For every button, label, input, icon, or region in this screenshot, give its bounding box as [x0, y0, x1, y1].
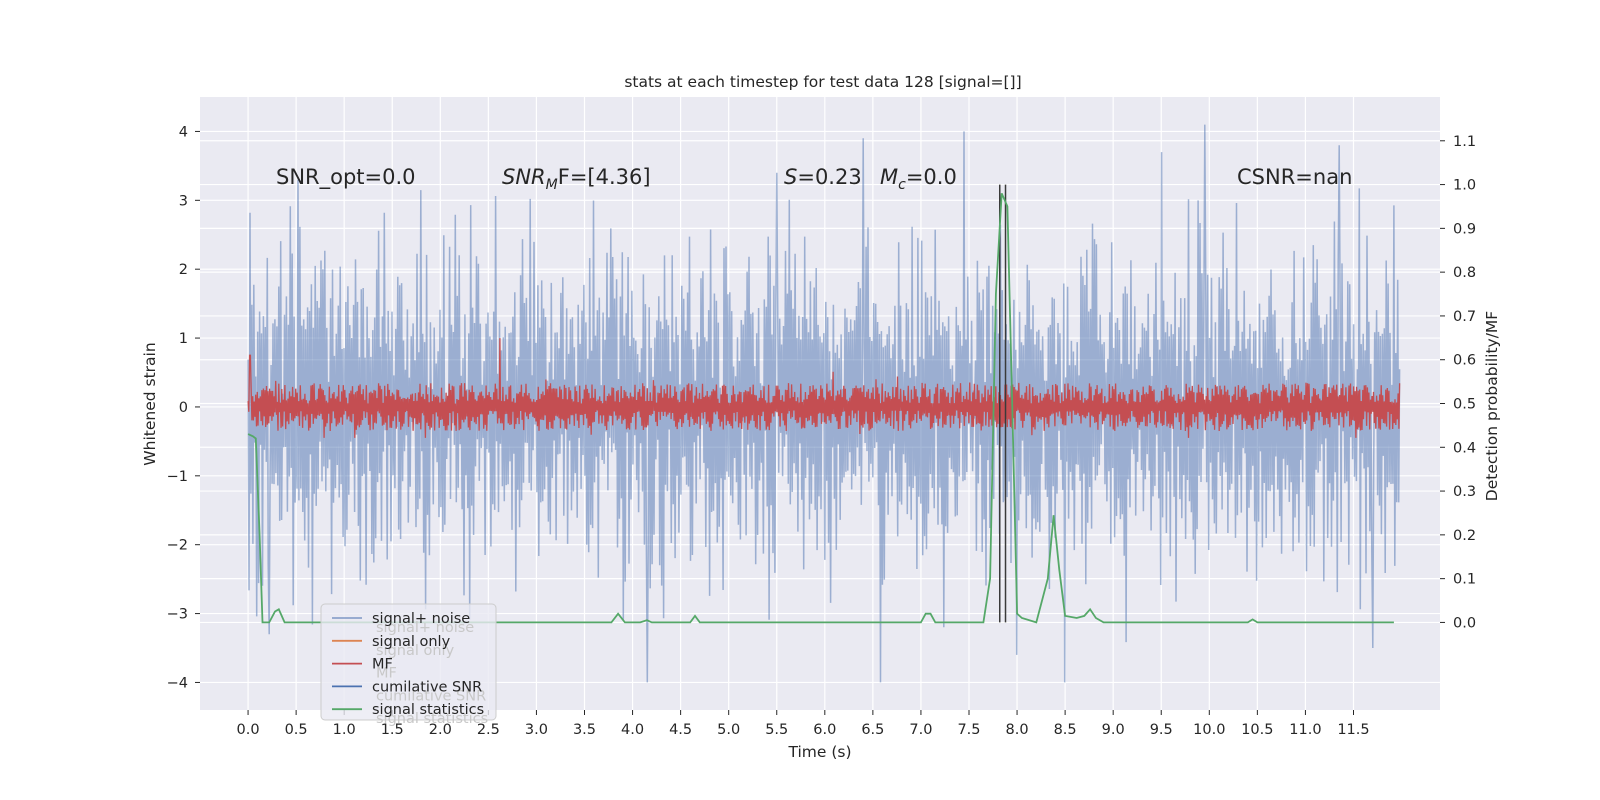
- annotation-snr-mf-sub: M: [546, 177, 558, 193]
- x-tick-label: 5.5: [765, 722, 788, 738]
- legend-label: signal only: [372, 634, 451, 650]
- x-tick-label: 2.0: [429, 722, 452, 738]
- y-tick-label: 2: [179, 262, 188, 278]
- y2-tick-label: 0.5: [1453, 397, 1476, 413]
- x-axis-ticks: 0.0 0.5 1.0 1.5 2.0 2.5 3.0 3.5 4.0 4.5 5.0 5.5 6.0 6…: [237, 710, 1370, 738]
- annotation-snr-opt: SNR_opt=0.0: [276, 165, 416, 190]
- legend-ghost-label: MF: [376, 666, 397, 682]
- legend-label: signal statistics: [372, 702, 484, 718]
- y-axis-ticks: 4 3 2 1 0 −1 −2 −3 −4: [167, 124, 200, 691]
- vertical-markers: [999, 184, 1007, 623]
- x-tick-label: 6.0: [813, 722, 836, 738]
- annotation-csnr: CSNR=nan: [1237, 165, 1352, 189]
- y2-tick-label: 0.2: [1453, 528, 1476, 544]
- y2-tick-label: 0.0: [1453, 615, 1476, 631]
- legend-ghost-label: cumilative SNR: [376, 688, 486, 704]
- y-tick-label: 4: [179, 124, 188, 140]
- signal-statistics-line: [247, 192, 1394, 624]
- series-signal-noise: [247, 124, 1401, 683]
- y-tick-label: 1: [179, 331, 188, 347]
- annotation-mc-sub: c: [898, 177, 906, 193]
- y2-tick-label: 0.1: [1453, 572, 1476, 588]
- y2-tick-label: 0.9: [1453, 221, 1476, 237]
- x-tick-label: 9.0: [1102, 722, 1125, 738]
- x-tick-label: 8.0: [1006, 722, 1029, 738]
- y-tick-label: −3: [167, 607, 188, 623]
- y-tick-label: −2: [167, 538, 188, 554]
- y2-tick-label: 0.6: [1453, 353, 1476, 369]
- x-tick-label: 3.5: [573, 722, 596, 738]
- y2-tick-label: 0.4: [1453, 440, 1476, 456]
- x-tick-label: 10.0: [1193, 722, 1225, 738]
- legend-box: [320, 603, 497, 721]
- x-tick-label: 7.0: [909, 722, 932, 738]
- chart-title: stats at each timestep for test data 128…: [624, 73, 1021, 91]
- y2-tick-label: 0.8: [1453, 265, 1476, 281]
- annotation-mc: Mc=0.0: [880, 165, 957, 193]
- annotation-mc-main: M: [880, 165, 898, 189]
- legend-label: signal+ noise: [372, 611, 470, 627]
- y-tick-label: 0: [179, 400, 188, 416]
- legend-ghost-entries: signal+ noise signal only MF cumilative SNR…: [376, 620, 488, 727]
- legend-label: cumilative SNR: [372, 679, 482, 695]
- x-tick-label: 4.5: [669, 722, 692, 738]
- x-tick-label: 11.5: [1337, 722, 1369, 738]
- x-tick-label: 10.5: [1241, 722, 1273, 738]
- y-axis-label: Whitened strain: [141, 342, 159, 465]
- x-tick-label: 3.0: [525, 722, 548, 738]
- y2-tick-label: 0.3: [1453, 484, 1476, 500]
- y-tick-label: −1: [167, 469, 188, 485]
- annotation-s-rest: =0.23: [797, 165, 861, 189]
- mf-line: [247, 338, 1401, 438]
- x-tick-label: 6.5: [861, 722, 884, 738]
- legend-ghost-label: signal only: [376, 643, 455, 659]
- x-tick-label: 1.5: [381, 722, 404, 738]
- series-mf: [247, 338, 1401, 438]
- x-tick-label: 1.0: [333, 722, 356, 738]
- y2-tick-label: 0.7: [1453, 309, 1476, 325]
- y2-tick-label: 1.1: [1453, 134, 1476, 150]
- x-tick-label: 4.0: [621, 722, 644, 738]
- x-tick-label: 0.0: [237, 722, 260, 738]
- x-tick-label: 0.5: [285, 722, 308, 738]
- legend-ghost-label: signal+ noise: [376, 620, 474, 636]
- annotation-mc-rest: =0.0: [906, 165, 957, 189]
- x-axis-label: Time (s): [787, 743, 851, 761]
- x-tick-label: 9.5: [1150, 722, 1173, 738]
- x-tick-label: 11.0: [1289, 722, 1321, 738]
- annotation-snr-mf: SNRMF=[4.36]: [502, 165, 651, 193]
- x-tick-label: 7.5: [957, 722, 980, 738]
- y-tick-label: 3: [179, 193, 188, 209]
- series-signal-statistics: [247, 192, 1394, 624]
- signal-noise-line: [247, 124, 1401, 683]
- x-tick-label: 8.5: [1054, 722, 1077, 738]
- legend-ghost-label: signal statistics: [376, 711, 488, 727]
- annotation-snr-mf-main: SNR: [502, 165, 546, 189]
- annotation-s-main: S: [784, 165, 797, 189]
- y2-axis-label: Detection probability/MF: [1483, 311, 1501, 502]
- annotation-snr-mf-rest: F=[4.36]: [558, 165, 651, 189]
- y2-axis-ticks: 1.1 1.0 0.9 0.8 0.7 0.6 0.5 0.4 0.3 0.2 0.1 0.0: [1440, 134, 1476, 631]
- y2-tick-label: 1.0: [1453, 178, 1476, 194]
- y-tick-label: −4: [167, 675, 188, 691]
- x-tick-label: 5.0: [717, 722, 740, 738]
- x-tick-label: 2.5: [477, 722, 500, 738]
- annotation-s: S=0.23: [784, 165, 862, 189]
- legend-label: MF: [372, 657, 393, 673]
